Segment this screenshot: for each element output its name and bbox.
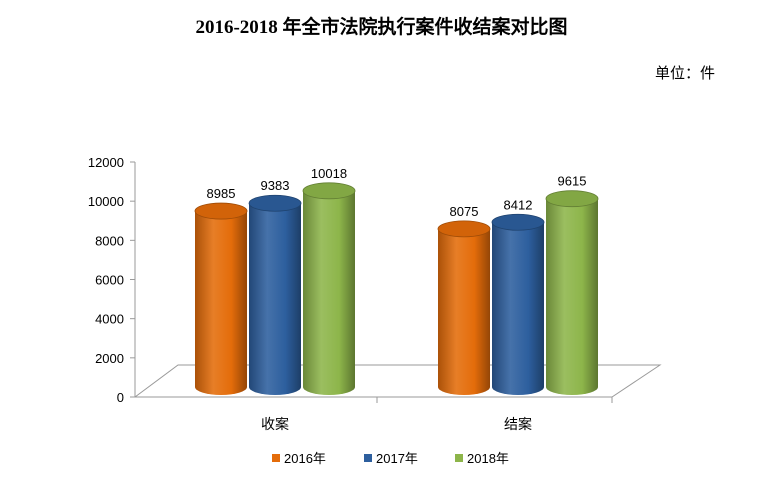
bar-value-label: 8075 [450, 204, 479, 219]
bar-value-label: 9383 [261, 178, 290, 193]
bar-cylinder [491, 213, 545, 395]
legend-swatch [455, 454, 463, 462]
legend-swatch [272, 454, 280, 462]
x-category-label: 结案 [504, 416, 532, 432]
bar-cylinder [545, 190, 599, 395]
bar-cylinder [302, 182, 356, 395]
legend-label: 2017年 [376, 451, 418, 466]
y-tick-label: 8000 [95, 233, 124, 248]
y-tick-label: 0 [117, 390, 124, 405]
bar-value-label: 9615 [558, 174, 587, 189]
y-tick-label: 6000 [95, 273, 124, 288]
bar-top [248, 194, 302, 212]
bar-cylinder [194, 202, 248, 395]
bar-cylinder [437, 220, 491, 395]
y-tick-label: 10000 [88, 194, 124, 209]
bar-cylinder [248, 194, 302, 395]
bar-top [194, 202, 248, 220]
bar-body [195, 211, 247, 395]
bar-body [249, 203, 301, 395]
y-tick-label: 4000 [95, 312, 124, 327]
bar-body [492, 222, 544, 395]
x-category-label: 收案 [261, 416, 289, 432]
bar-body [303, 190, 355, 395]
bar-body [438, 228, 490, 395]
unit-label: 单位：件 [654, 64, 715, 82]
legend-label: 2016年 [284, 451, 326, 466]
bar-value-label: 8985 [207, 186, 236, 201]
y-tick-label: 12000 [88, 155, 124, 170]
legend-swatch [364, 454, 372, 462]
bar-top [302, 182, 356, 200]
y-tick-label: 2000 [95, 351, 124, 366]
chart-title: 2016-2018 年全市法院执行案件收结案对比图 [195, 17, 568, 38]
legend-label: 2018年 [467, 451, 509, 466]
bar-top [491, 213, 545, 231]
bar-body [546, 198, 598, 395]
bar-value-label: 10018 [311, 166, 347, 181]
bar-value-label: 8412 [504, 197, 533, 212]
bar-top [545, 190, 599, 208]
bar-top [437, 220, 491, 238]
